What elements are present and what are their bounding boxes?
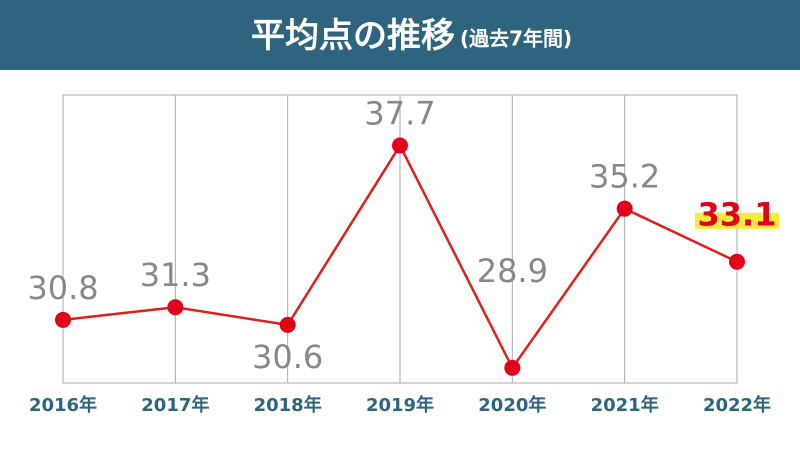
x-tick-label: 2018年	[254, 394, 322, 416]
x-tick-label: 2017年	[141, 394, 209, 416]
chart-title: 平均点の推移	[251, 16, 455, 56]
header-band	[0, 0, 800, 70]
data-point	[616, 200, 633, 217]
x-tick-label: 2016年	[29, 394, 97, 416]
data-label: 31.3	[140, 256, 211, 294]
x-tick-label: 2021年	[591, 394, 659, 416]
data-point	[167, 299, 184, 316]
x-tick-label: 2022年	[703, 394, 771, 416]
data-label: 30.6	[252, 338, 323, 376]
data-label: 35.2	[589, 158, 660, 196]
x-tick-label: 2019年	[366, 394, 434, 416]
data-point	[279, 316, 296, 333]
data-label: 33.1	[698, 196, 777, 234]
data-point	[55, 311, 71, 328]
data-point	[392, 137, 408, 154]
data-label: 30.8	[27, 269, 98, 307]
data-label: 28.9	[477, 252, 548, 290]
data-point	[729, 253, 745, 270]
chart-subtitle: (過去7年間)	[460, 27, 572, 51]
x-tick-label: 2020年	[478, 394, 546, 416]
data-label: 37.7	[364, 95, 435, 133]
data-point	[504, 359, 521, 376]
label-highlight	[695, 212, 779, 229]
